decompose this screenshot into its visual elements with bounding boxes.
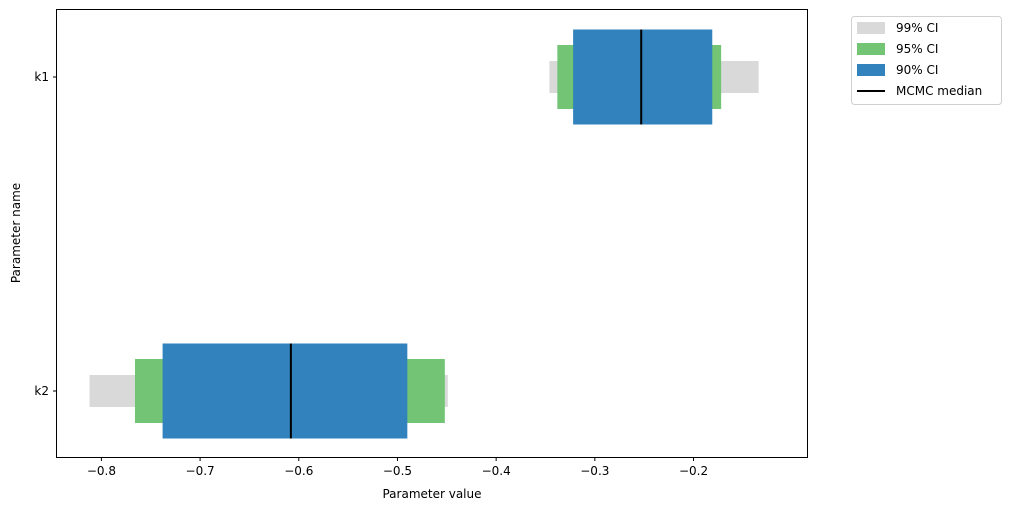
x-tick-label: −0.5 — [383, 464, 412, 478]
x-tick-label: −0.3 — [580, 464, 609, 478]
legend-swatch-90-ci — [857, 64, 885, 76]
interval-90-ci-k1 — [573, 29, 713, 125]
legend-box — [851, 16, 1002, 105]
legend-label-90-ci: 90% CI — [896, 63, 938, 77]
legend-label-95-ci: 95% CI — [896, 42, 938, 56]
y-tick-label: k2 — [34, 384, 49, 398]
legend-swatch-99-ci — [857, 22, 885, 34]
legend-swatch-95-ci — [857, 43, 885, 55]
x-axis: −0.8 −0.7 −0.6 −0.5 −0.4 −0.3 −0.2 — [87, 457, 708, 478]
legend-label-mcmc-median: MCMC median — [896, 84, 982, 98]
x-axis-label: Parameter value — [382, 487, 481, 501]
legend: 99% CI 95% CI 90% CI MCMC median — [851, 16, 1002, 105]
x-tick-label: −0.4 — [482, 464, 511, 478]
x-tick-label: −0.7 — [186, 464, 215, 478]
y-axis-label: Parameter name — [9, 183, 23, 283]
legend-label-99-ci: 99% CI — [896, 21, 938, 35]
y-axis: k1 k2 — [34, 70, 57, 398]
plot-marks — [89, 29, 759, 439]
plot-frame — [56, 9, 808, 458]
x-tick-label: −0.8 — [87, 464, 116, 478]
y-tick-label: k1 — [34, 70, 49, 84]
x-tick-label: −0.2 — [679, 464, 708, 478]
x-tick-label: −0.6 — [284, 464, 313, 478]
interval-90-ci-k2 — [162, 343, 408, 439]
